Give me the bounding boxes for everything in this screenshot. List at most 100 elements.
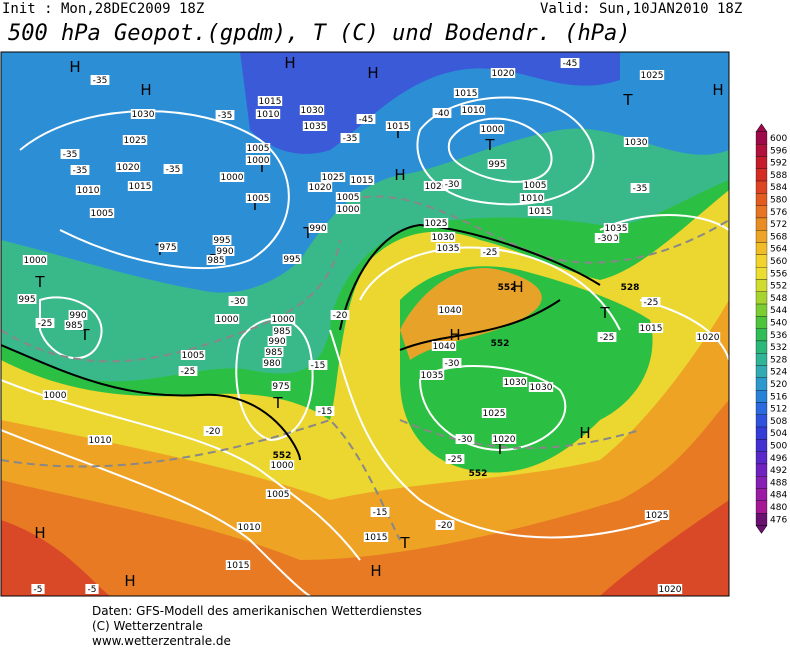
isobar-label-box <box>349 175 375 185</box>
isobar-label: 1000 <box>271 461 294 471</box>
isobar-label: 1030 <box>432 233 455 243</box>
colorbar-label: 600 <box>770 134 787 144</box>
temperature-label: -25 <box>181 367 196 377</box>
temperature-label-box <box>60 149 80 159</box>
temperature-label: -35 <box>63 150 78 160</box>
isobar-label-box <box>519 193 545 203</box>
isobar-label-box <box>17 294 37 304</box>
temperature-label: -25 <box>483 248 498 258</box>
colorbar-swatch <box>755 500 768 514</box>
isobar-label-box <box>212 235 232 245</box>
isobar-label-box <box>115 162 141 172</box>
colorbar-label: 488 <box>770 478 787 488</box>
pressure-center: T <box>256 158 267 176</box>
isobar-label-box <box>460 105 486 115</box>
temperature-label: -15 <box>373 508 388 518</box>
temperature-label-box <box>31 584 45 594</box>
isobar-label: 980 <box>263 359 280 369</box>
isobar-label: 1025 <box>425 219 448 229</box>
temperature-label: -20 <box>333 311 348 321</box>
pressure-center: H <box>579 424 590 442</box>
isobar-label: 1015 <box>455 89 478 99</box>
colorbar-label: 592 <box>770 159 787 169</box>
isobar-label-box <box>299 105 325 115</box>
isobar-label: 1020 <box>117 163 140 173</box>
isobar-label: 1005 <box>337 193 360 203</box>
temperature-label: -35 <box>166 165 181 175</box>
colorbar-swatch <box>755 303 768 317</box>
pressure-center: H <box>449 326 460 344</box>
isobar-label-box <box>264 347 284 357</box>
isobar-label: 1035 <box>437 244 460 254</box>
pressure-center: T <box>599 304 610 322</box>
isobar-label: 995 <box>488 160 505 170</box>
colorbar-swatch <box>755 193 768 206</box>
temperature-label-box <box>641 297 661 307</box>
isobar-label-box <box>363 532 389 542</box>
isobar-label-box <box>657 584 683 594</box>
colorbar-label: 504 <box>770 429 787 439</box>
isobar-label: 1020 <box>493 435 516 445</box>
isobar-label-box <box>245 193 271 203</box>
colorbar-label: 596 <box>770 146 787 156</box>
temperature-label-box <box>435 520 455 530</box>
colorbar-swatch <box>755 156 768 169</box>
colorbar-label: 564 <box>770 245 787 255</box>
colorbar-swatch <box>755 377 768 391</box>
map-title: 500 hPa Geopot.(gpdm), T (C) und Bodendr… <box>8 21 631 46</box>
colorbar-swatch <box>755 279 768 292</box>
isobar-label-box <box>89 208 115 218</box>
field-blue <box>1 52 729 293</box>
colorbar: 600 596 592 588 584 580 576 572 568 564 560 556 552 5… <box>755 123 787 534</box>
isobar-label-box <box>206 255 226 265</box>
isobar-label: 1035 <box>605 224 628 234</box>
colorbar-swatch <box>755 180 768 194</box>
isobar-label: 1030 <box>301 106 324 116</box>
isobar-label: 1020 <box>659 585 682 595</box>
temperature-label: -20 <box>206 427 221 437</box>
isobar-label-box <box>269 460 295 470</box>
temperature-label: -30 <box>445 180 460 190</box>
colorbar-label: 560 <box>770 257 787 267</box>
map-labels: HHHHTHTTTHTTTTHHTTTHHHTHTT10201025101510… <box>17 54 724 595</box>
isobar-label-box <box>282 254 302 264</box>
isobar-label: 1005 <box>91 209 114 219</box>
isobar-label: 995 <box>213 236 230 246</box>
isobar-label: 1020 <box>309 183 332 193</box>
colorbar-swatch <box>755 328 768 342</box>
isobar-label-box <box>225 560 251 570</box>
isobar-label: 1015 <box>640 324 663 334</box>
isobar-label: 1000 <box>481 125 504 135</box>
temperature-label: -35 <box>343 134 358 144</box>
isobar-label-box <box>158 242 178 252</box>
colorbar-swatch <box>755 254 768 268</box>
isobar-label-box <box>180 350 206 360</box>
pressure-center: H <box>34 524 45 542</box>
colorbar-label: 544 <box>770 306 787 316</box>
isobar-label-box <box>644 510 670 520</box>
isobar-label-box <box>68 310 88 320</box>
isobar-label-box <box>307 182 333 192</box>
map-area: HHHHTHTTTHTTTTHHTTTHHHTHTT10201025101510… <box>1 52 729 596</box>
isobar-label: 990 <box>268 337 285 347</box>
temperature-label-box <box>215 110 235 120</box>
isobar-label: 1030 <box>504 378 527 388</box>
isobar-label-box <box>430 232 456 242</box>
colorbar-swatch <box>755 476 768 489</box>
isobar-label: 1035 <box>421 371 444 381</box>
isobar-label-box <box>491 434 517 444</box>
colorbar-label: 568 <box>770 232 787 242</box>
colorbar-swatch <box>755 513 768 526</box>
isobar-label: 1015 <box>129 182 152 192</box>
colorbar-swatch <box>755 439 768 452</box>
isobar-label: 1010 <box>462 106 485 116</box>
isobar-label: 1035 <box>304 122 327 132</box>
temperature-label-box <box>163 164 183 174</box>
colorbar-swatch <box>755 414 768 428</box>
temperature-label-box <box>445 454 465 464</box>
field-darkorange <box>1 400 729 596</box>
temperature-label-box <box>432 108 452 118</box>
isobar-label-box <box>271 381 291 391</box>
isobar-label-box <box>255 109 281 119</box>
